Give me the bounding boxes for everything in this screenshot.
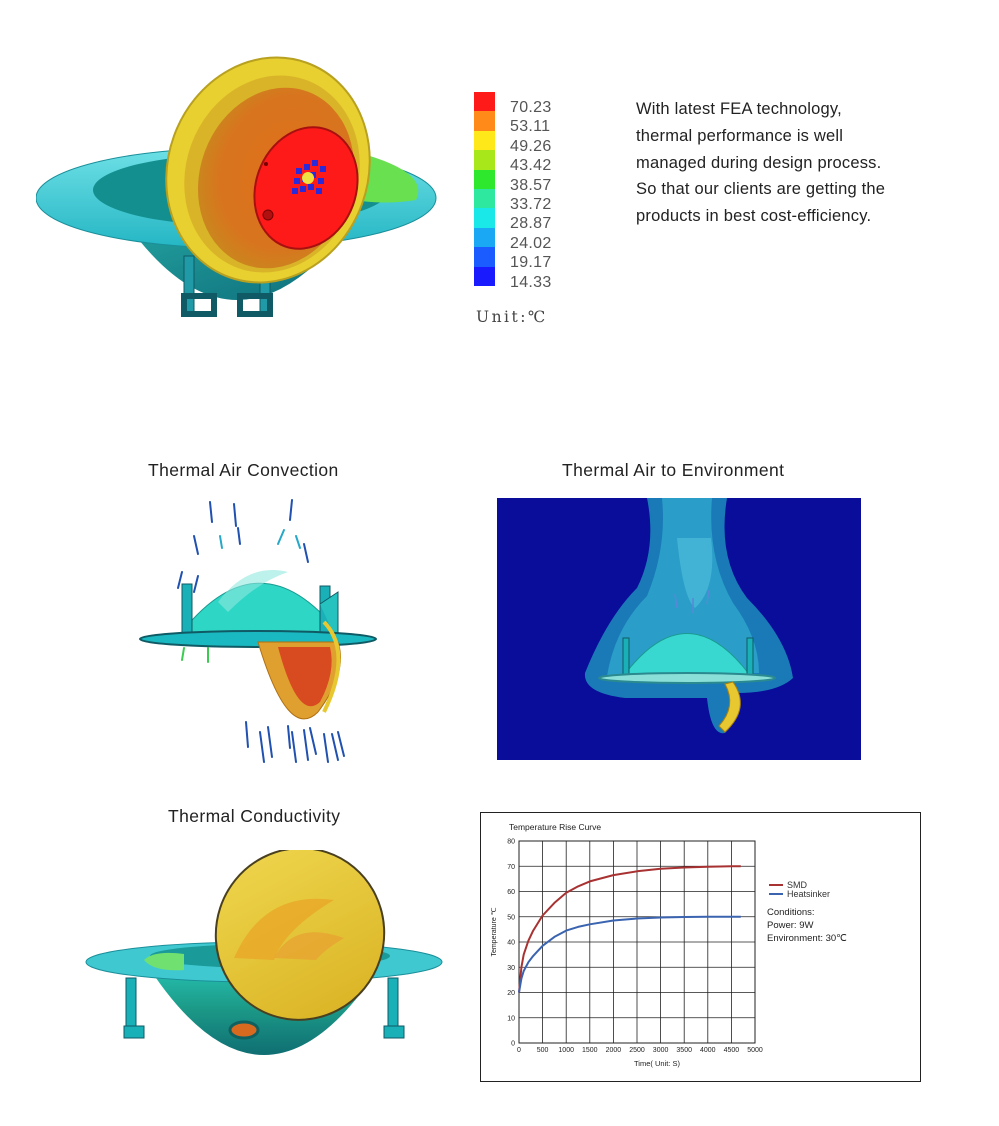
legend-swatch (474, 189, 495, 209)
y-tick-label: 60 (507, 889, 515, 896)
y-tick-label: 20 (507, 990, 515, 997)
legend-value: 19.17 (510, 254, 552, 272)
x-tick-label: 3500 (676, 1047, 692, 1054)
environment-render (497, 498, 861, 760)
legend-swatch (474, 227, 495, 248)
legend-value: 38.57 (510, 176, 552, 194)
y-axis-label: Temperature ℃ (491, 907, 498, 956)
x-axis-label: Time( Unit: S) (634, 1059, 680, 1068)
flat-trim-ring (139, 630, 377, 648)
legend-value: 24.02 (510, 234, 552, 252)
x-tick-label: 5000 (747, 1047, 763, 1054)
driver-port (228, 1020, 260, 1040)
legend-swatch (474, 266, 495, 286)
y-tick-label: 50 (507, 914, 515, 921)
x-tick-label: 4500 (724, 1047, 740, 1054)
reflector-edge (718, 681, 741, 733)
conditions-environment: Environment: 30℃ (767, 933, 847, 944)
legend-value: 70.23 (510, 99, 552, 116)
x-tick-label: 4000 (700, 1047, 716, 1054)
legend-label-heatsinker: Heatsinker (787, 889, 830, 899)
series-line-smd (518, 865, 741, 993)
x-tick-label: 1000 (558, 1047, 574, 1054)
x-tick-label: 3000 (653, 1047, 669, 1054)
title-air-environment: Thermal Air to Environment (562, 460, 785, 480)
reflector-back (214, 850, 386, 1021)
chart-series (518, 865, 741, 993)
series-line-heatsinker (518, 915, 741, 993)
title-air-convection: Thermal Air Convection (148, 460, 339, 480)
legend-swatch (474, 111, 495, 131)
legend-value: 14.33 (510, 273, 552, 291)
temperature-legend: 70.23 53.11 49.26 43.42 38.57 33.72 28.8… (474, 92, 594, 337)
x-tick-label: 2500 (629, 1047, 645, 1054)
description-text: With latest FEA technology, thermal perf… (636, 100, 886, 226)
legend-swatch (474, 130, 495, 151)
x-tick-label: 500 (537, 1047, 549, 1054)
temperature-rise-chart: Temperature Rise Curve 0 500 1000 1500 2000 2… (480, 812, 921, 1082)
legend-swatch (474, 247, 495, 267)
legend-swatch (474, 169, 495, 189)
conditions-heading: Conditions: (767, 907, 815, 918)
y-tick-label: 0 (511, 1041, 515, 1048)
fea-downlight-render (36, 56, 437, 317)
y-tick-label: 40 (507, 940, 515, 947)
heat-plume-mid (607, 498, 759, 676)
legend-value: 28.87 (510, 215, 552, 233)
title-conductivity: Thermal Conductivity (168, 806, 341, 826)
chart-title: Temperature Rise Curve (509, 822, 601, 832)
conditions-power: Power: 9W (767, 920, 813, 931)
hemisphere-dome (176, 582, 340, 638)
legend-swatch (474, 92, 495, 112)
legend-swatch (474, 150, 495, 170)
convection-render (139, 499, 377, 763)
y-tick-label: 70 (507, 864, 515, 871)
chart-ticks: 0 500 1000 1500 2000 2500 3000 3500 4000 4500 5000… (507, 839, 763, 1055)
legend-value: 33.72 (510, 196, 552, 213)
dome (623, 633, 751, 675)
temperature-rise-chart-svg: Temperature Rise Curve 0 500 1000 1500 2000 2… (491, 822, 847, 1068)
x-tick-label: 0 (517, 1047, 521, 1054)
legend-label-smd: SMD (787, 880, 808, 890)
x-tick-label: 1500 (582, 1047, 598, 1054)
legend-value: 43.42 (510, 157, 552, 175)
y-tick-label: 10 (507, 1015, 515, 1022)
legend-unit: Unit:℃ (476, 308, 548, 326)
y-tick-label: 80 (507, 839, 515, 846)
conductivity-render (85, 850, 443, 1055)
legend-value: 49.26 (510, 137, 552, 155)
flat-trim-ring (598, 672, 776, 684)
y-tick-label: 30 (507, 965, 515, 972)
legend-swatch (474, 208, 495, 228)
x-tick-label: 2000 (606, 1047, 622, 1054)
legend-value: 53.11 (510, 118, 551, 136)
